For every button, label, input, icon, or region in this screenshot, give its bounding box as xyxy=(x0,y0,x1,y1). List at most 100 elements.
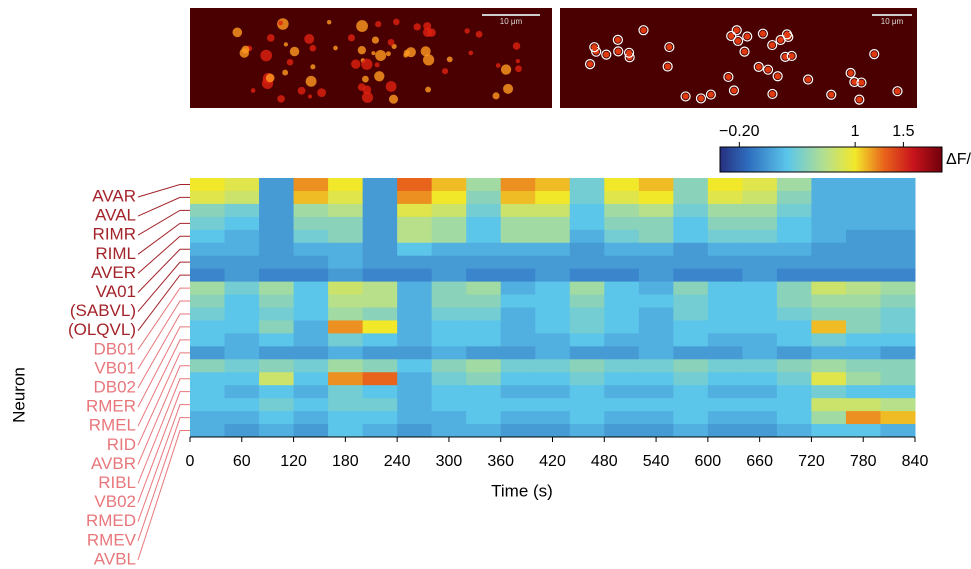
cell-marker xyxy=(695,93,707,104)
colorbar-segment xyxy=(780,147,783,172)
heatmap-cell xyxy=(500,255,536,270)
neuron-label: RMER xyxy=(86,397,136,416)
heatmap-cell xyxy=(707,178,743,192)
colorbar-segment xyxy=(724,147,727,172)
cell-marker xyxy=(767,88,778,100)
heatmap-cell xyxy=(293,424,329,438)
heatmap-cell xyxy=(259,333,295,347)
heatmap-cell xyxy=(362,203,398,218)
heatmap-cell xyxy=(845,190,881,205)
heatmap-cell xyxy=(673,281,709,296)
heatmap-cell xyxy=(466,320,502,334)
colorbar-segment xyxy=(874,147,877,172)
cell-marker xyxy=(739,46,750,57)
neuron-label: RMED xyxy=(86,511,136,530)
colorbar-segment xyxy=(934,147,937,172)
cell-blob xyxy=(309,44,317,52)
heatmap-cell xyxy=(259,307,295,321)
heatmap-cell xyxy=(638,268,674,283)
colorbar-segment xyxy=(914,147,917,172)
heatmap-cell xyxy=(190,372,226,386)
heatmap-cell xyxy=(397,346,433,360)
neuron-label: AVAL xyxy=(95,206,136,225)
cell-blob xyxy=(374,62,380,68)
image-content xyxy=(232,18,903,105)
heatmap-cell xyxy=(431,242,467,257)
heatmap-cell xyxy=(880,424,916,438)
cell-blob xyxy=(828,91,835,98)
colorbar-segment xyxy=(768,147,771,172)
heatmap-cell xyxy=(707,216,743,231)
colorbar-segment xyxy=(896,147,899,172)
heatmap-cell xyxy=(190,424,226,438)
heatmap-cell xyxy=(500,372,536,386)
heatmap-cell xyxy=(397,268,433,283)
heatmap-cell xyxy=(500,203,536,218)
heatmap-cell xyxy=(500,294,536,308)
heatmap-cell xyxy=(431,216,467,231)
colorbar-segment xyxy=(734,147,737,172)
colorbar-segment xyxy=(778,147,781,172)
colorbar-tick-label: −0.20 xyxy=(719,123,760,140)
heatmap-cell xyxy=(362,385,398,399)
heatmap-cell xyxy=(259,320,295,334)
heatmap-cell xyxy=(569,346,605,360)
cell-blob xyxy=(305,75,317,87)
heatmap-cell xyxy=(431,398,467,412)
heatmap-cell xyxy=(466,216,502,231)
heatmap-cell xyxy=(328,411,364,425)
cell-marker xyxy=(728,85,740,96)
heatmap-cell xyxy=(535,320,571,334)
heatmap-cell xyxy=(466,190,502,205)
colorbar-segment xyxy=(894,147,897,172)
heatmap-cell xyxy=(638,203,674,218)
colorbar-segment xyxy=(932,147,935,172)
heatmap-cell xyxy=(293,385,329,399)
colorbar-segment xyxy=(750,147,753,172)
leader-line xyxy=(137,352,190,446)
heatmap-cell xyxy=(673,333,709,347)
cell-blob xyxy=(362,75,369,83)
cell-marker xyxy=(680,91,691,102)
heatmap-cell xyxy=(293,268,329,283)
heatmap-cell xyxy=(604,203,640,218)
heatmap-cell xyxy=(190,216,226,231)
cell-blob xyxy=(666,44,673,51)
heatmap-cell xyxy=(224,190,260,205)
heatmap-cell xyxy=(397,411,433,425)
heatmap-cell xyxy=(811,229,847,244)
cell-blob xyxy=(744,33,751,40)
heatmap-cell xyxy=(397,320,433,334)
heatmap-cell xyxy=(811,190,847,205)
heatmap-cell xyxy=(673,242,709,257)
heatmap-cell xyxy=(259,411,295,425)
cell-blob xyxy=(260,49,273,62)
cell-blob xyxy=(250,88,256,93)
heatmap-cell xyxy=(293,333,329,347)
cell-blob xyxy=(682,93,689,100)
heatmap-cell xyxy=(328,307,364,321)
heatmap-cell xyxy=(535,411,571,425)
heatmap-cell xyxy=(259,178,295,192)
colorbar-segment xyxy=(812,147,815,172)
cell-blob xyxy=(733,27,740,34)
colorbar-segment xyxy=(840,147,843,172)
heatmap-cell xyxy=(569,242,605,257)
heatmap-cell xyxy=(190,178,226,192)
cell-blob xyxy=(755,63,762,70)
cell-marker xyxy=(723,71,734,83)
heatmap-cell xyxy=(569,268,605,283)
heatmap-cell xyxy=(431,320,467,334)
heatmap-cell xyxy=(742,242,778,257)
colorbar-segment xyxy=(878,147,881,172)
heatmap-cell xyxy=(293,281,329,296)
neuron-label: RIML xyxy=(95,244,136,263)
heatmap-cell xyxy=(811,294,847,308)
heatmap-cell xyxy=(811,411,847,425)
heatmap-cell xyxy=(673,203,709,218)
cell-blob xyxy=(503,83,514,94)
heatmap-cell xyxy=(328,385,364,399)
heatmap-cell xyxy=(880,385,916,399)
heatmap-cell xyxy=(362,268,398,283)
cell-blob xyxy=(422,27,433,38)
